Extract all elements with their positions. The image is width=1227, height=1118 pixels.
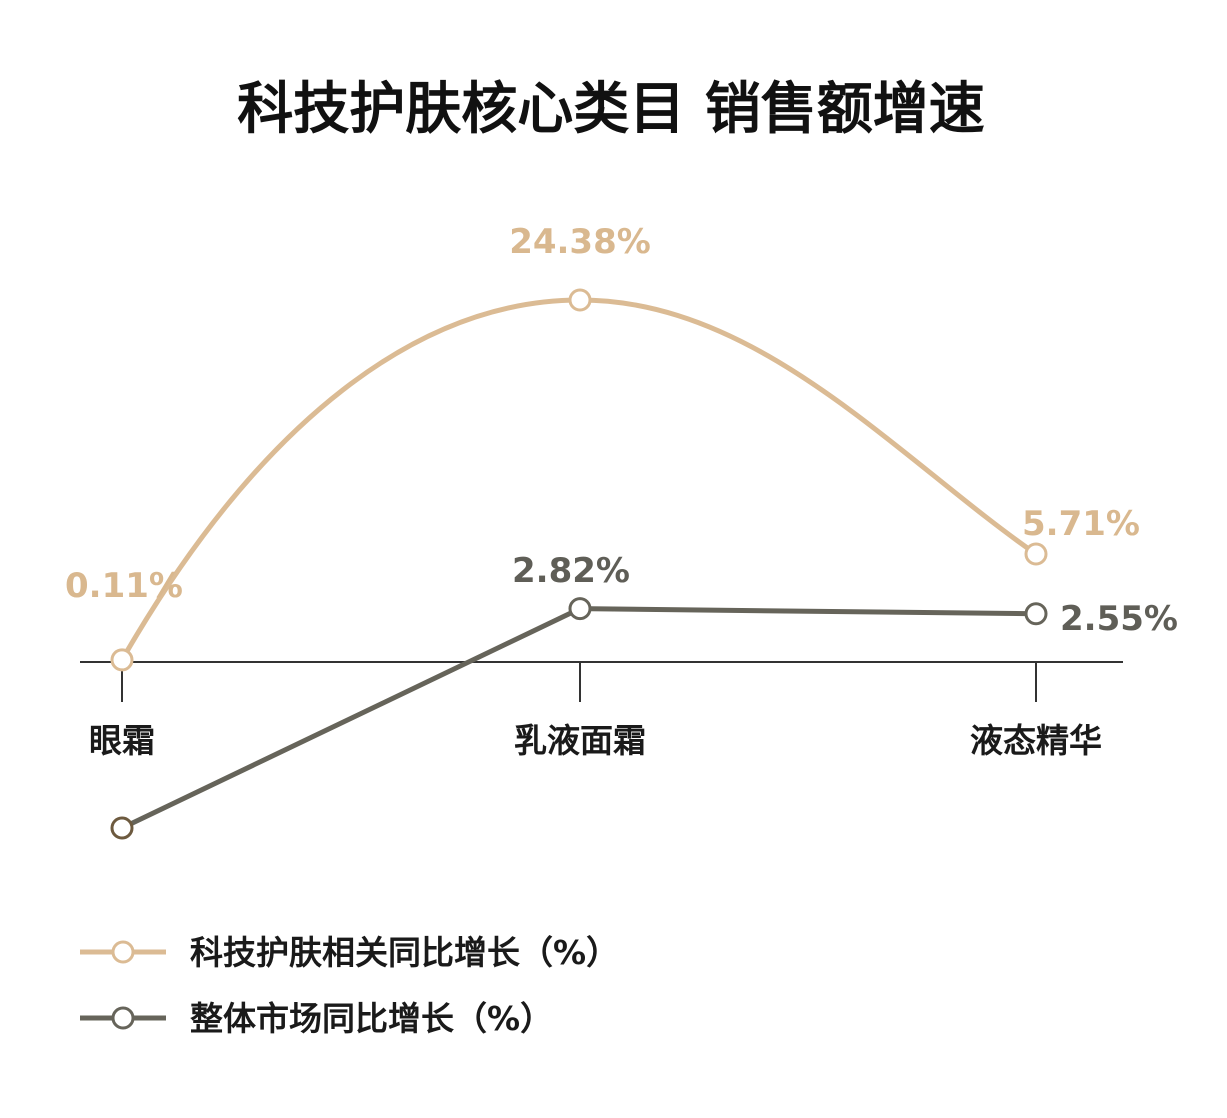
x-tick-label: 乳液面霜 [514,721,646,760]
x-tick-label: 液态精华 [970,721,1102,760]
data-label-overall-market: 2.55% [1060,599,1178,639]
data-point-overall-market [1024,602,1048,626]
legend-marker [111,1006,135,1030]
data-label-tech-skincare: 5.71% [1022,504,1140,544]
x-axis: 眼霜 乳液面霜 液态精华 [80,661,1123,760]
series-line-overall-market [120,606,1037,831]
chart-title: 科技护肤核心类目 销售额增速 [237,77,985,142]
data-point-overall-market [568,597,592,621]
series-layer [110,288,1048,840]
data-label-tech-skincare: 24.38% [509,222,651,262]
data-point-tech-skincare [110,648,134,672]
data-label-tech-skincare: 0.11% [65,566,183,606]
data-label-overall-market: 2.82% [512,551,630,591]
legend-marker [111,940,135,964]
data-point-tech-skincare [568,288,592,312]
x-tick-label: 眼霜 [89,721,155,760]
data-labels: 0.11% 24.38% 5.71% 2.82% 2.55% [65,222,1178,639]
legend: 科技护肤相关同比增长（%） 整体市场同比增长（%） [80,933,619,1038]
legend-label: 科技护肤相关同比增长（%） [190,933,619,972]
data-point-overall-market [110,816,134,840]
legend-label: 整体市场同比增长（%） [190,999,553,1038]
data-point-tech-skincare [1024,542,1048,566]
